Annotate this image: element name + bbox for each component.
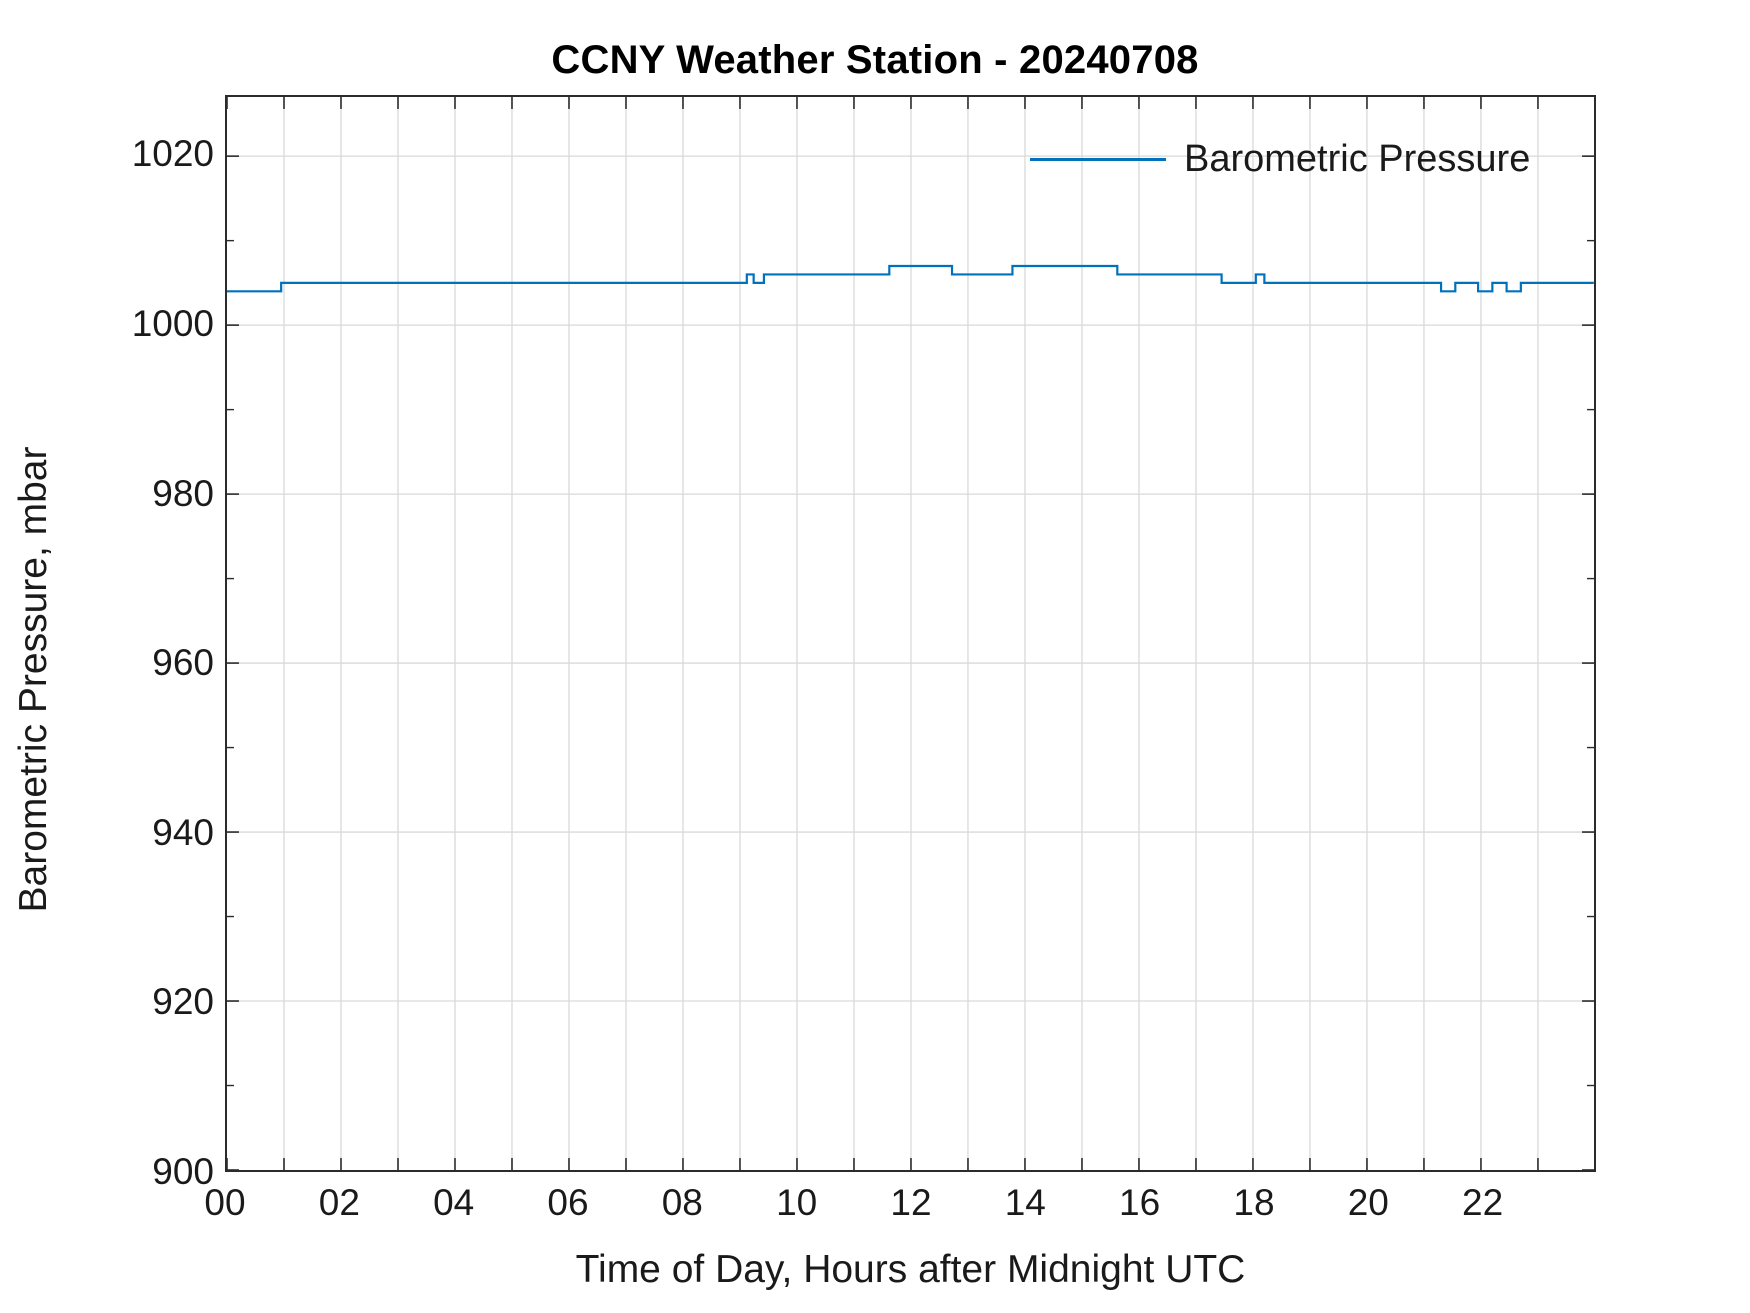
x-tick-label: 06	[547, 1182, 589, 1223]
x-tick-label: 18	[1233, 1182, 1275, 1223]
y-tick-label: 1000	[131, 302, 214, 344]
legend-line-swatch	[1030, 157, 1166, 161]
chart-title: CCNY Weather Station - 20240708	[551, 38, 1199, 82]
legend[interactable]: Barometric Pressure	[1030, 128, 1530, 190]
x-tick-label: 10	[776, 1182, 818, 1223]
x-tick-label: 14	[1004, 1182, 1046, 1223]
legend-entry-label: Barometric Pressure	[1184, 137, 1531, 180]
plot-axes-area	[225, 95, 1596, 1172]
y-tick-label: 980	[152, 472, 214, 514]
x-tick-label: 12	[890, 1182, 932, 1223]
x-tick-label: 16	[1119, 1182, 1161, 1223]
x-tick-label: 20	[1347, 1182, 1389, 1223]
y-tick-label: 940	[152, 811, 214, 853]
y-tick-label: 920	[152, 981, 214, 1023]
x-tick-label: 02	[318, 1182, 360, 1223]
x-tick-label: 00	[204, 1182, 246, 1223]
x-tick-label: 08	[661, 1182, 703, 1223]
x-tick-label: 04	[433, 1182, 475, 1223]
series-line-0	[227, 266, 1594, 291]
y-tick-label: 1020	[131, 133, 214, 175]
x-axis-title: Time of Day, Hours after Midnight UTC	[575, 1248, 1246, 1291]
y-tick-label: 960	[152, 642, 214, 684]
x-tick-label: 22	[1462, 1182, 1504, 1223]
plot-svg	[227, 97, 1594, 1170]
y-tick-label: 900	[152, 1151, 214, 1192]
